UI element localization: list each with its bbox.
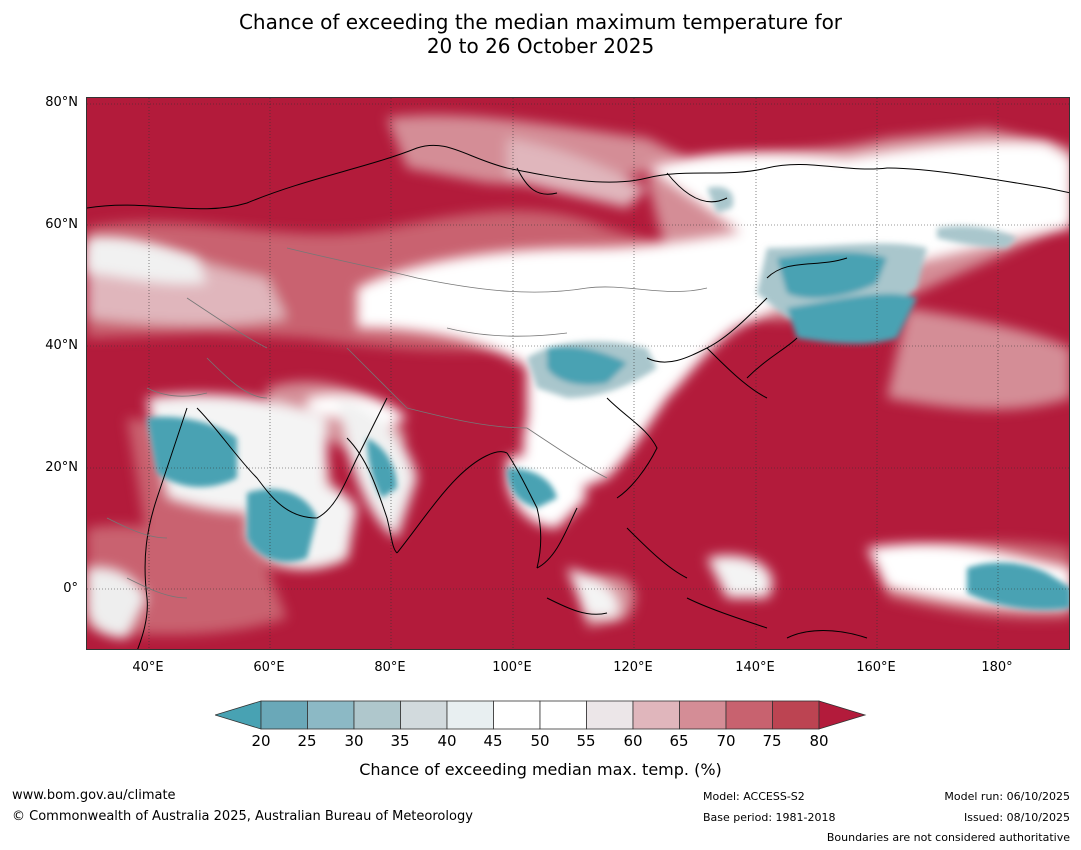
colorbar-box <box>260 700 308 730</box>
colorbar-box <box>679 700 727 730</box>
colorbar-tick: 70 <box>716 732 736 750</box>
model-run-text: Model run: 06/10/2025 <box>944 790 1070 803</box>
colorbar-tick: 35 <box>390 732 410 750</box>
lon-label-100e: 100°E <box>492 660 532 675</box>
lat-label-60n: 60°N <box>45 217 78 232</box>
copyright-text: © Commonwealth of Australia 2025, Austra… <box>12 809 473 824</box>
website-link[interactable]: www.bom.gov.au/climate <box>12 788 176 803</box>
colorbar-label: Chance of exceeding median max. temp. (%… <box>359 760 722 779</box>
issued-text: Issued: 08/10/2025 <box>963 811 1070 824</box>
country-boundaries <box>106 247 708 599</box>
colorbar-tick: 75 <box>762 732 782 750</box>
forecast-map <box>86 97 1070 650</box>
colorbar-low-extend <box>215 700 262 730</box>
coastlines <box>87 144 1069 649</box>
map-title: Chance of exceeding the median maximum t… <box>0 10 1081 58</box>
colorbar-box <box>772 700 820 730</box>
cool-zones <box>147 186 1069 610</box>
colorbar-tick: 20 <box>251 732 271 750</box>
disclaimer-text: Boundaries are not considered authoritat… <box>826 831 1070 844</box>
lat-label-0: 0° <box>63 581 78 596</box>
model-text: Model: ACCESS-S2 <box>703 790 805 803</box>
lon-label-140e: 140°E <box>735 660 775 675</box>
lat-label-80n: 80°N <box>45 95 78 110</box>
colorbar-tick: 40 <box>437 732 457 750</box>
lon-label-180: 180° <box>981 660 1013 675</box>
colorbar-tick: 50 <box>530 732 550 750</box>
title-line-2: 20 to 26 October 2025 <box>426 34 655 58</box>
colorbar-high-extend <box>818 700 867 730</box>
lat-label-20n: 20°N <box>45 460 78 475</box>
colorbar-tick: 65 <box>669 732 689 750</box>
colorbar-box <box>446 700 494 730</box>
lat-label-40n: 40°N <box>45 338 78 353</box>
graticule <box>87 98 1069 649</box>
lon-label-60e: 60°E <box>253 660 285 675</box>
colorbar-tick: 45 <box>483 732 503 750</box>
colorbar-tick: 60 <box>623 732 643 750</box>
lon-label-80e: 80°E <box>374 660 406 675</box>
colorbar-box <box>493 700 541 730</box>
colorbar-tick: 55 <box>576 732 596 750</box>
colorbar-box <box>539 700 587 730</box>
colorbar-boxes <box>260 700 820 730</box>
colorbar <box>215 700 867 730</box>
colorbar-box <box>632 700 680 730</box>
colorbar-box <box>725 700 773 730</box>
colorbar-box <box>353 700 401 730</box>
lon-label-160e: 160°E <box>856 660 896 675</box>
lon-label-40e: 40°E <box>132 660 164 675</box>
colorbar-box <box>307 700 355 730</box>
base-period-text: Base period: 1981-2018 <box>703 811 836 824</box>
map-svg <box>87 98 1069 649</box>
colorbar-box <box>400 700 448 730</box>
colorbar-tick: 80 <box>809 732 829 750</box>
colorbar-tick: 25 <box>297 732 317 750</box>
title-line-1: Chance of exceeding the median maximum t… <box>238 10 843 34</box>
lon-label-120e: 120°E <box>613 660 653 675</box>
colorbar-tick: 30 <box>344 732 364 750</box>
colorbar-box <box>586 700 634 730</box>
